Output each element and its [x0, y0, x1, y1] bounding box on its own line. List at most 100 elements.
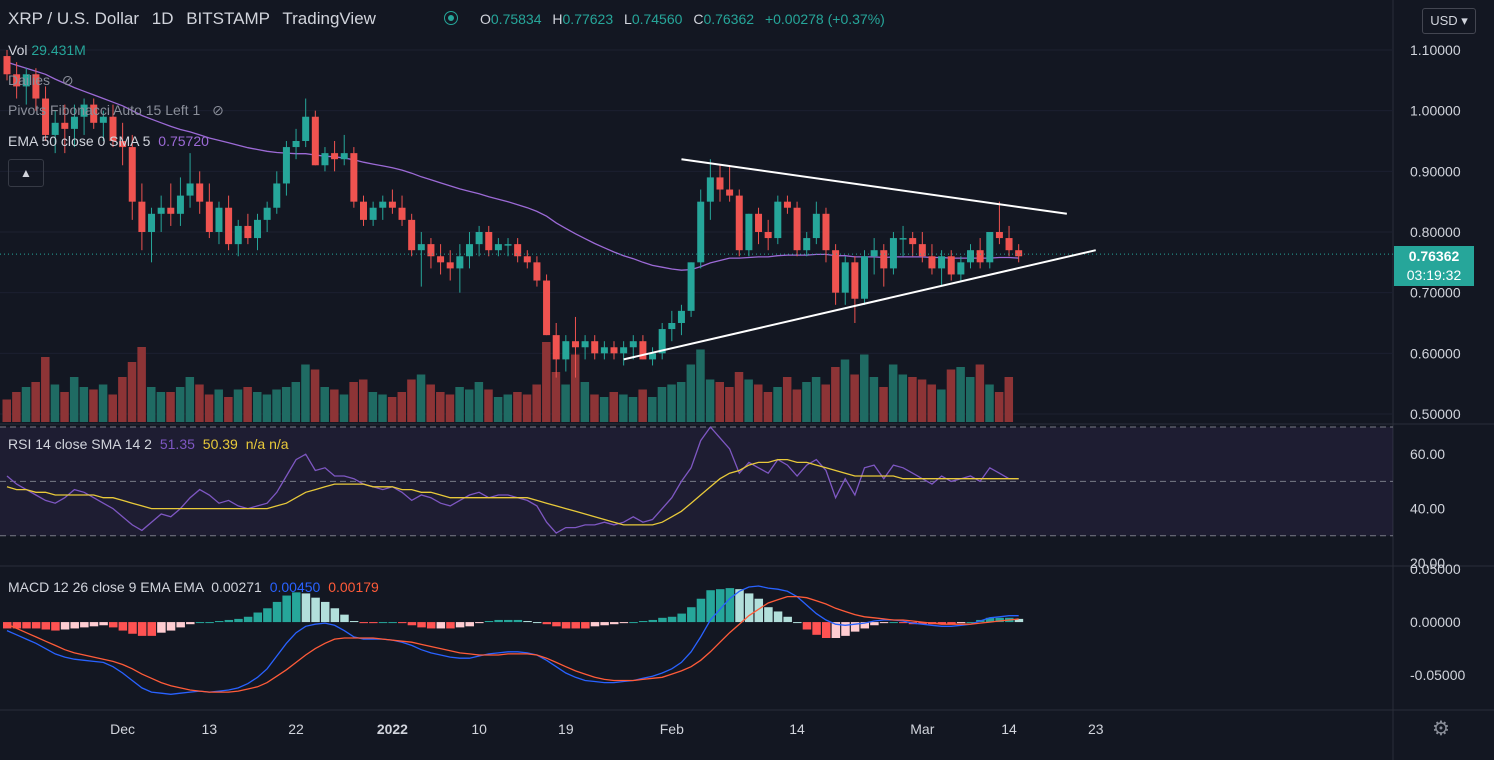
- collapse-legend-button[interactable]: ▲: [8, 159, 44, 187]
- ema-legend[interactable]: EMA 50 close 0 SMA 5 0.75720: [8, 133, 209, 149]
- candle-body: [523, 256, 531, 263]
- macd-label[interactable]: MACD 12 26 close 9 EMA EMA: [8, 579, 204, 595]
- volume-bar: [648, 397, 657, 422]
- rsi-axis-label: 60.00: [1410, 446, 1445, 462]
- candle-body: [986, 232, 994, 263]
- rsi-line: [6, 425, 1019, 534]
- volume-bar: [89, 389, 98, 422]
- volume-bar: [657, 387, 667, 422]
- macd-histogram-bar: [494, 619, 503, 623]
- candle-body: [745, 213, 753, 251]
- macd-histogram-bar: [388, 622, 397, 624]
- symbol-interval[interactable]: 1D: [151, 9, 174, 28]
- volume-bar: [725, 387, 734, 422]
- ema-label[interactable]: EMA 50 close 0 SMA 5: [8, 133, 151, 149]
- candle-body: [706, 177, 714, 202]
- candle-body: [244, 225, 252, 239]
- candle-body: [369, 207, 377, 220]
- macd-histogram-bar: [12, 622, 22, 629]
- volume-bar: [734, 372, 744, 422]
- macd-histogram-bar: [812, 622, 821, 635]
- candle-body: [292, 141, 300, 148]
- candle-body: [726, 189, 734, 196]
- volume-bar: [561, 384, 570, 422]
- macd-histogram-bar: [735, 589, 744, 623]
- volume-bar: [1004, 377, 1014, 422]
- candle-body: [475, 232, 483, 245]
- candle-body: [562, 341, 570, 360]
- dailies-legend[interactable]: Dailies ⊘: [8, 72, 74, 89]
- macd-histogram-bar: [195, 622, 205, 624]
- candle-body: [282, 147, 290, 184]
- market-status-icon[interactable]: [444, 11, 458, 25]
- pivots-label[interactable]: Pivots Fibonacci Auto 15 Left 1: [8, 102, 201, 118]
- macd-axis-label: -0.05000: [1410, 667, 1465, 683]
- volume-bar: [946, 369, 956, 422]
- volume-bar: [195, 384, 204, 422]
- volume-bar: [41, 357, 50, 422]
- volume-bar: [262, 394, 272, 422]
- volume-bar: [291, 382, 301, 422]
- macd-histogram-bar: [715, 589, 725, 623]
- volume-bar: [185, 377, 195, 422]
- macd-histogram-bar: [802, 622, 812, 630]
- rsi-legend[interactable]: RSI 14 close SMA 14 2 51.35 50.39 n/a n/…: [8, 436, 289, 452]
- candle-body: [918, 244, 926, 257]
- macd-histogram-bar: [89, 622, 99, 627]
- candle-body: [379, 201, 387, 208]
- hidden-eye-icon[interactable]: ⊘: [212, 102, 224, 118]
- volume-bar: [754, 384, 763, 422]
- candle-body: [398, 207, 406, 220]
- candle-body: [880, 250, 888, 269]
- macd-histogram-bar: [696, 598, 706, 623]
- symbol-header[interactable]: XRP / U.S. Dollar 1D BITSTAMP TradingVie…: [8, 9, 384, 29]
- macd-histogram-bar: [253, 612, 263, 623]
- macd-histogram-bar: [166, 622, 176, 631]
- volume-bar: [445, 394, 455, 422]
- volume-bar: [802, 382, 811, 422]
- dailies-label[interactable]: Dailies: [8, 72, 51, 88]
- macd-axis-label: 0.00000: [1410, 614, 1461, 630]
- time-axis-label: Dec: [110, 721, 135, 737]
- volume-label[interactable]: Vol: [8, 42, 28, 58]
- macd-histogram-bar: [821, 622, 831, 638]
- candle-body: [803, 238, 811, 251]
- rsi-label[interactable]: RSI 14 close SMA 14 2: [8, 436, 152, 452]
- macd-histogram-bar: [831, 622, 841, 638]
- pivots-legend[interactable]: Pivots Fibonacci Auto 15 Left 1 ⊘: [8, 102, 224, 119]
- macd-histogram-bar: [475, 622, 484, 624]
- volume-bar: [98, 384, 108, 422]
- hidden-eye-icon[interactable]: ⊘: [61, 72, 74, 88]
- candle-body: [408, 219, 416, 251]
- trendline: [623, 249, 1096, 361]
- candle-body: [128, 147, 136, 202]
- volume-bar: [214, 389, 223, 422]
- symbol-pair[interactable]: XRP / U.S. Dollar: [8, 9, 140, 28]
- ema-value: 0.75720: [158, 133, 209, 149]
- macd-histogram-bar: [995, 617, 1004, 623]
- currency-label[interactable]: USD: [1430, 13, 1458, 28]
- candle-body: [167, 207, 175, 214]
- volume-bar: [272, 389, 281, 422]
- candle-body: [321, 153, 329, 166]
- candle-body: [437, 256, 445, 263]
- candle-body: [215, 207, 223, 232]
- price-axis-label: 0.70000: [1410, 285, 1461, 301]
- macd-histogram-bar: [773, 611, 783, 623]
- macd-signal-value: 0.00450: [269, 579, 321, 595]
- currency-selector[interactable]: USD ▾: [1422, 8, 1476, 34]
- candle-body: [909, 238, 917, 245]
- candle-body: [205, 201, 213, 232]
- macd-axis-label: 0.05000: [1410, 561, 1461, 577]
- volume-bar: [570, 354, 580, 422]
- volume-bar: [455, 387, 464, 422]
- macd-histogram-bar: [523, 621, 532, 623]
- volume-bar: [638, 389, 647, 422]
- candle-body: [90, 104, 98, 123]
- candle-body: [225, 207, 233, 245]
- macd-legend[interactable]: MACD 12 26 close 9 EMA EMA 0.00271 0.004…: [8, 579, 379, 595]
- volume-legend[interactable]: Vol 29.431M: [8, 42, 86, 58]
- volume-bar: [715, 382, 724, 422]
- gear-icon[interactable]: ⚙: [1432, 718, 1450, 740]
